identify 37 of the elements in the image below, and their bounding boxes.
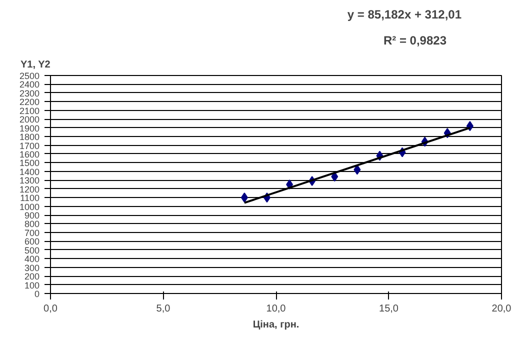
y-tick-label: 700 <box>24 228 40 238</box>
y-axis-title: Y1, Y2 <box>20 60 51 70</box>
x-axis-title: Ціна, грн. <box>252 320 300 330</box>
y-tick-label: 1700 <box>19 140 40 151</box>
y-tick-label: 1900 <box>19 123 40 134</box>
y-tick-label: 1300 <box>19 176 40 186</box>
x-tick-label: 10,0 <box>266 304 286 314</box>
y-tick-label: 1500 <box>19 158 40 168</box>
y-tick-label: 0 <box>34 289 40 299</box>
point <box>240 192 248 203</box>
y-tick-label: 400 <box>24 254 40 264</box>
y-tick-label: 2100 <box>19 106 40 116</box>
y-tick-label: 1200 <box>19 184 40 194</box>
text: y = 85,182x + 312,01 <box>347 8 462 22</box>
y-tick-label: 2500 <box>19 71 40 81</box>
y-tick-label: 2400 <box>19 80 40 90</box>
y-tick-label: 1400 <box>19 166 40 177</box>
y-tick-label: 2000 <box>19 114 40 125</box>
y-tick-label: 900 <box>24 210 40 221</box>
y-tick-label: 800 <box>24 219 40 230</box>
x-tick-label: 15,0 <box>379 304 399 314</box>
x-tick-label: 5,0 <box>156 304 171 314</box>
y-tick-label: 1000 <box>19 202 40 212</box>
y-tick-label: 1600 <box>19 149 40 160</box>
text: R² = 0,9823 <box>383 34 447 48</box>
x-tick-label: 0,0 <box>44 304 58 314</box>
y-tick-label: 600 <box>24 236 40 247</box>
y-tick-label: 2300 <box>19 88 40 98</box>
y-tick-label: 500 <box>24 245 40 256</box>
y-tick-label: 300 <box>24 262 40 273</box>
x-tick-label: 20,0 <box>492 304 512 314</box>
y-tick-label: 1800 <box>19 132 40 142</box>
y-tick-label: 1100 <box>20 193 40 204</box>
y-tick-label: 200 <box>24 272 40 282</box>
y-tick-label: 100 <box>24 280 40 290</box>
y-tick-label: 2200 <box>19 97 40 108</box>
point <box>354 164 361 175</box>
